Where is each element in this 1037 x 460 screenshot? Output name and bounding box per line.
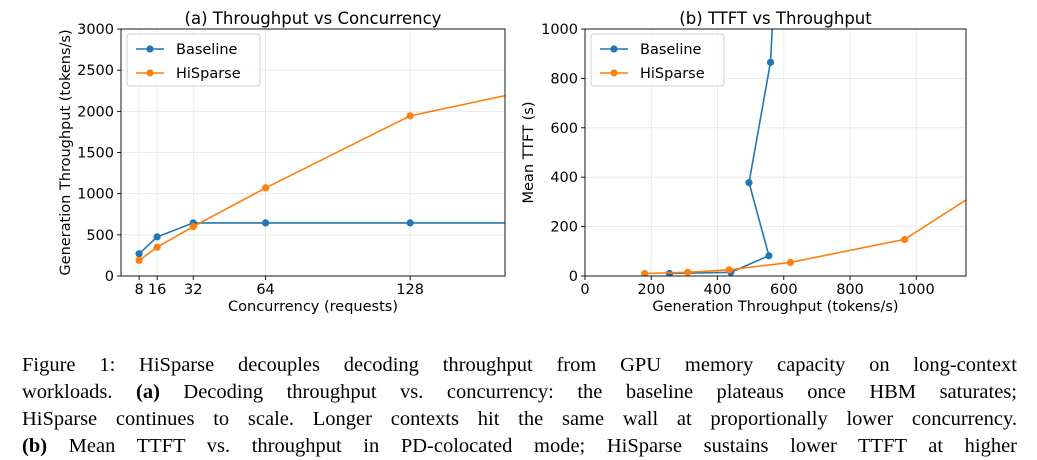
y-tick-label: 0	[105, 269, 114, 285]
y-tick-label: 3000	[77, 22, 114, 38]
data-point-baseline	[406, 219, 414, 227]
legend-marker-baseline	[610, 45, 618, 53]
legend-label-hisparse: HiSparse	[176, 66, 241, 82]
data-point-baseline	[261, 219, 270, 227]
caption-line: Figure 1: HiSparse decouples decoding th…	[22, 352, 1017, 379]
caption-text: Figure 1: HiSparse decouples decoding th…	[22, 354, 1017, 376]
x-tick-label: 200	[637, 282, 665, 298]
y-tick-label: 2000	[77, 104, 114, 120]
series-line-hisparse	[644, 199, 966, 275]
data-point-hisparse	[684, 268, 692, 276]
y-tick-label: 1000	[77, 187, 114, 203]
data-point-hisparse	[135, 256, 143, 264]
y-tick-label: 0	[569, 269, 578, 285]
chart-panel-b: 0 200 400 600 800 1000 0 200 400 600 800 1000 (b) TT…	[521, 9, 967, 315]
x-tick-label: 128	[396, 282, 424, 298]
data-point-baseline	[135, 250, 143, 258]
data-point-hisparse	[725, 266, 733, 274]
data-point-hisparse	[641, 269, 649, 276]
caption-bold-ref: (b)	[22, 435, 48, 457]
y-tick-label: 2500	[77, 63, 114, 79]
data-point-hisparse	[261, 184, 270, 192]
x-tick-label: 64	[256, 282, 274, 298]
figure-caption: Figure 1: HiSparse decouples decoding th…	[22, 352, 1017, 460]
legend-label-baseline: Baseline	[640, 42, 702, 58]
x-tick-label: 1000	[898, 282, 935, 298]
y-tick-label: 400	[550, 170, 578, 186]
series-group	[135, 94, 505, 264]
x-tick-label: 8	[134, 282, 143, 298]
x-tick-label: 0	[580, 282, 589, 298]
series-line-baseline	[669, 29, 773, 275]
data-point-baseline	[766, 58, 775, 66]
chart-panel-a: 8 16 32 64 128 0 500 1000 1500 2000 2500 3000 (a) Th…	[58, 9, 506, 315]
x-tick-label: 400	[704, 282, 732, 298]
y-axis-label: Mean TTFT (s)	[521, 102, 537, 204]
legend-marker-hisparse	[610, 69, 618, 77]
caption-text: HiSparse continues to scale. Longer cont…	[22, 408, 1017, 430]
y-tick-label: 500	[86, 228, 114, 244]
data-point-baseline	[765, 252, 773, 260]
y-tick-label: 1500	[77, 146, 114, 162]
chart-title: (a) Throughput vs Concurrency	[185, 9, 442, 28]
y-tick-label: 1000	[541, 22, 578, 38]
legend: Baseline HiSparse	[126, 33, 261, 87]
axes-frame	[584, 28, 967, 277]
legend-marker-hisparse	[146, 69, 154, 77]
x-tick-label: 600	[770, 282, 798, 298]
x-axis-label: Generation Throughput (tokens/s)	[652, 299, 898, 315]
series-line-hisparse	[138, 94, 505, 262]
x-tick-label: 32	[184, 282, 202, 298]
x-tick-label: 800	[836, 282, 864, 298]
caption-bold-ref: (a)	[136, 381, 160, 403]
x-tick-label: 16	[148, 282, 166, 298]
series-line-baseline	[138, 222, 505, 255]
y-tick-label: 800	[550, 71, 578, 87]
caption-line: HiSparse continues to scale. Longer cont…	[22, 406, 1017, 433]
legend-label-hisparse: HiSparse	[640, 66, 705, 82]
legend-marker-baseline	[146, 45, 154, 53]
y-tick-label: 200	[550, 220, 578, 236]
data-point-hisparse	[406, 112, 414, 120]
data-point-baseline	[153, 233, 161, 241]
y-tick-label: 600	[550, 121, 578, 137]
data-point-baseline	[745, 179, 753, 187]
chart-title: (b) TTFT vs Throughput	[679, 9, 872, 28]
y-axis-label: Generation Throughput (tokens/s)	[58, 29, 74, 275]
caption-line: (b) Mean TTFT vs. throughput in PD-coloc…	[22, 433, 1017, 460]
data-point-hisparse	[786, 258, 795, 267]
x-axis-label: Concurrency (requests)	[228, 299, 398, 315]
caption-text: workloads.	[22, 381, 137, 403]
data-point-hisparse	[901, 235, 909, 244]
caption-line: workloads. (a) Decoding throughput vs. c…	[22, 379, 1017, 406]
caption-text: Decoding throughput vs. concurrency: the…	[159, 381, 1017, 403]
data-point-hisparse	[189, 223, 197, 231]
series-group	[641, 29, 966, 276]
legend-label-baseline: Baseline	[176, 42, 238, 58]
legend: Baseline HiSparse	[590, 33, 725, 87]
caption-text: Mean TTFT vs. throughput in PD-colocated…	[47, 435, 1017, 457]
data-point-hisparse	[153, 243, 161, 251]
